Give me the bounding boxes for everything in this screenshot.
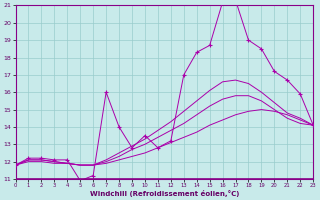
X-axis label: Windchill (Refroidissement éolien,°C): Windchill (Refroidissement éolien,°C) [90, 190, 239, 197]
